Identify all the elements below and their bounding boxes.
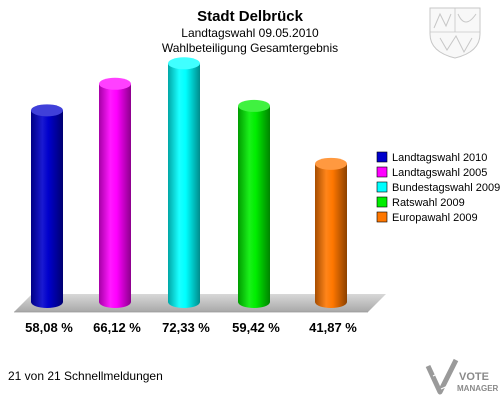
chart-title: Stadt Delbrück (197, 8, 304, 25)
bar-top (168, 57, 200, 70)
bar-body (168, 63, 200, 308)
bar-body (99, 83, 131, 308)
chart-subtitle-turnout: Wahlbeteiligung Gesamtergebnis (162, 41, 338, 55)
legend-label: Ratswahl 2009 (392, 197, 465, 209)
vote-manager-word: VOTE (459, 371, 489, 383)
chart-value-labels: 58,08 % 66,12 % 72,33 % 59,42 % 41,87 % (25, 320, 357, 335)
vote-manager-subword: MANAGER (457, 384, 499, 393)
value-label: 66,12 % (93, 320, 141, 335)
chart-bars (31, 57, 347, 308)
bar-5 (315, 157, 347, 308)
legend-swatch (376, 196, 388, 208)
bar-body (238, 105, 270, 308)
value-label: 59,42 % (232, 320, 280, 335)
bar-top (238, 99, 270, 112)
bar-top (31, 104, 63, 117)
value-label: 41,87 % (309, 320, 357, 335)
bar-top (99, 77, 131, 90)
bar-body (315, 163, 347, 308)
vote-manager-logo: VOTE MANAGER (425, 358, 499, 395)
legend-swatch (376, 166, 388, 178)
bar-1 (31, 104, 63, 308)
bar-top (315, 157, 347, 170)
legend: Landtagswahl 2010 Landtagswahl 2005 Bundes… (376, 151, 500, 224)
value-label: 58,08 % (25, 320, 73, 335)
chart-subtitle-election: Landtagswahl 09.05.2010 (181, 26, 319, 40)
vote-manager-icon (425, 358, 459, 395)
nrw-coat-of-arms-icon (429, 7, 481, 59)
legend-swatch (376, 181, 388, 193)
bar-4 (238, 99, 270, 308)
legend-label: Bundestagswahl 2009 (392, 182, 500, 194)
bar-2 (99, 77, 131, 308)
value-label: 72,33 % (162, 320, 210, 335)
bar-3 (168, 57, 200, 308)
legend-swatch (376, 151, 388, 163)
bar-body (31, 110, 63, 308)
legend-label: Landtagswahl 2010 (392, 152, 487, 164)
legend-swatch (376, 211, 388, 223)
footer-status: 21 von 21 Schnellmeldungen (8, 369, 163, 383)
legend-label: Landtagswahl 2005 (392, 167, 487, 179)
legend-label: Europawahl 2009 (392, 212, 478, 224)
